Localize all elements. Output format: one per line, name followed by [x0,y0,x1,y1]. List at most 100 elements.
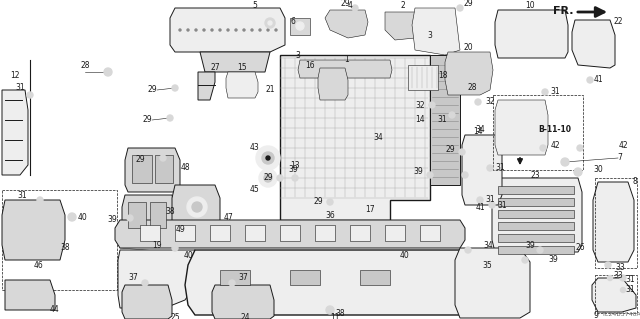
Text: 19: 19 [152,241,162,249]
Circle shape [429,102,435,108]
Circle shape [268,21,272,25]
Text: 29: 29 [135,155,145,165]
Text: 10: 10 [525,1,535,10]
Text: 46: 46 [33,261,43,270]
Polygon shape [172,185,220,228]
Text: 21: 21 [265,85,275,94]
Polygon shape [226,72,258,98]
Text: 38: 38 [335,309,345,318]
Circle shape [620,275,626,281]
Text: 34: 34 [373,133,383,143]
Bar [420,225,440,241]
Text: 31: 31 [437,115,447,124]
Circle shape [160,155,166,161]
Text: 33: 33 [613,271,623,279]
Text: 2: 2 [401,1,405,10]
Circle shape [605,262,611,268]
Circle shape [537,247,543,253]
Bar [2,190,117,290]
Circle shape [68,213,76,221]
Polygon shape [318,68,348,100]
Text: FR.: FR. [553,6,573,16]
Text: 43: 43 [250,144,260,152]
Circle shape [465,247,471,253]
Circle shape [259,169,277,187]
Circle shape [327,199,333,205]
Text: 14: 14 [415,115,425,124]
Bar [155,155,173,183]
Circle shape [292,175,298,181]
Text: 6: 6 [291,18,296,26]
Polygon shape [185,250,480,315]
Bar [498,210,574,218]
Circle shape [587,77,593,83]
Text: 40: 40 [183,250,193,259]
Circle shape [265,18,275,28]
Text: 4: 4 [348,1,353,10]
Bar [498,246,574,254]
Circle shape [542,89,548,95]
Text: 29: 29 [142,115,152,124]
Polygon shape [290,18,310,35]
Polygon shape [412,8,460,55]
Circle shape [489,202,495,208]
Circle shape [167,115,173,121]
Circle shape [475,99,481,105]
Text: 33: 33 [615,263,625,272]
Circle shape [462,172,468,178]
Circle shape [277,175,283,181]
Text: 42: 42 [618,140,628,150]
Text: 32: 32 [485,98,495,107]
Polygon shape [298,60,392,78]
Text: 39: 39 [548,256,558,264]
Bar [290,270,320,285]
Circle shape [211,29,213,31]
Circle shape [179,29,181,31]
Circle shape [172,85,178,91]
Text: 13: 13 [290,160,300,169]
Text: B-11-10: B-11-10 [538,125,572,135]
Polygon shape [592,278,636,312]
Bar [595,178,637,268]
Text: 41: 41 [593,76,603,85]
Circle shape [235,29,237,31]
Text: 29: 29 [463,0,473,9]
Text: 31: 31 [495,164,505,173]
Circle shape [229,280,235,286]
Circle shape [296,22,304,30]
Bar [360,270,390,285]
Bar [280,225,300,241]
Text: 25: 25 [170,314,180,319]
Text: 32: 32 [415,100,425,109]
Polygon shape [492,178,582,252]
Text: TL24B3740A: TL24B3740A [602,311,640,316]
Text: 40: 40 [77,212,87,221]
Circle shape [227,29,229,31]
Bar [315,225,335,241]
Circle shape [127,215,133,221]
Text: 49: 49 [175,226,185,234]
Bar [493,95,583,170]
Polygon shape [5,280,55,310]
Polygon shape [385,12,418,40]
Text: 29: 29 [263,174,273,182]
Text: 44: 44 [50,306,60,315]
Circle shape [561,158,569,166]
Text: 37: 37 [238,273,248,283]
Bar [350,225,370,241]
Circle shape [27,92,33,98]
Circle shape [457,5,463,11]
Circle shape [574,168,582,176]
Circle shape [577,145,583,151]
Polygon shape [495,10,568,58]
Text: 39: 39 [288,166,298,174]
Circle shape [49,245,55,251]
Text: 45: 45 [250,186,260,195]
Polygon shape [495,100,548,155]
Polygon shape [122,285,172,319]
Circle shape [142,280,148,286]
Polygon shape [198,72,215,100]
Polygon shape [122,195,175,235]
Text: 1: 1 [344,56,349,64]
Circle shape [522,257,528,263]
